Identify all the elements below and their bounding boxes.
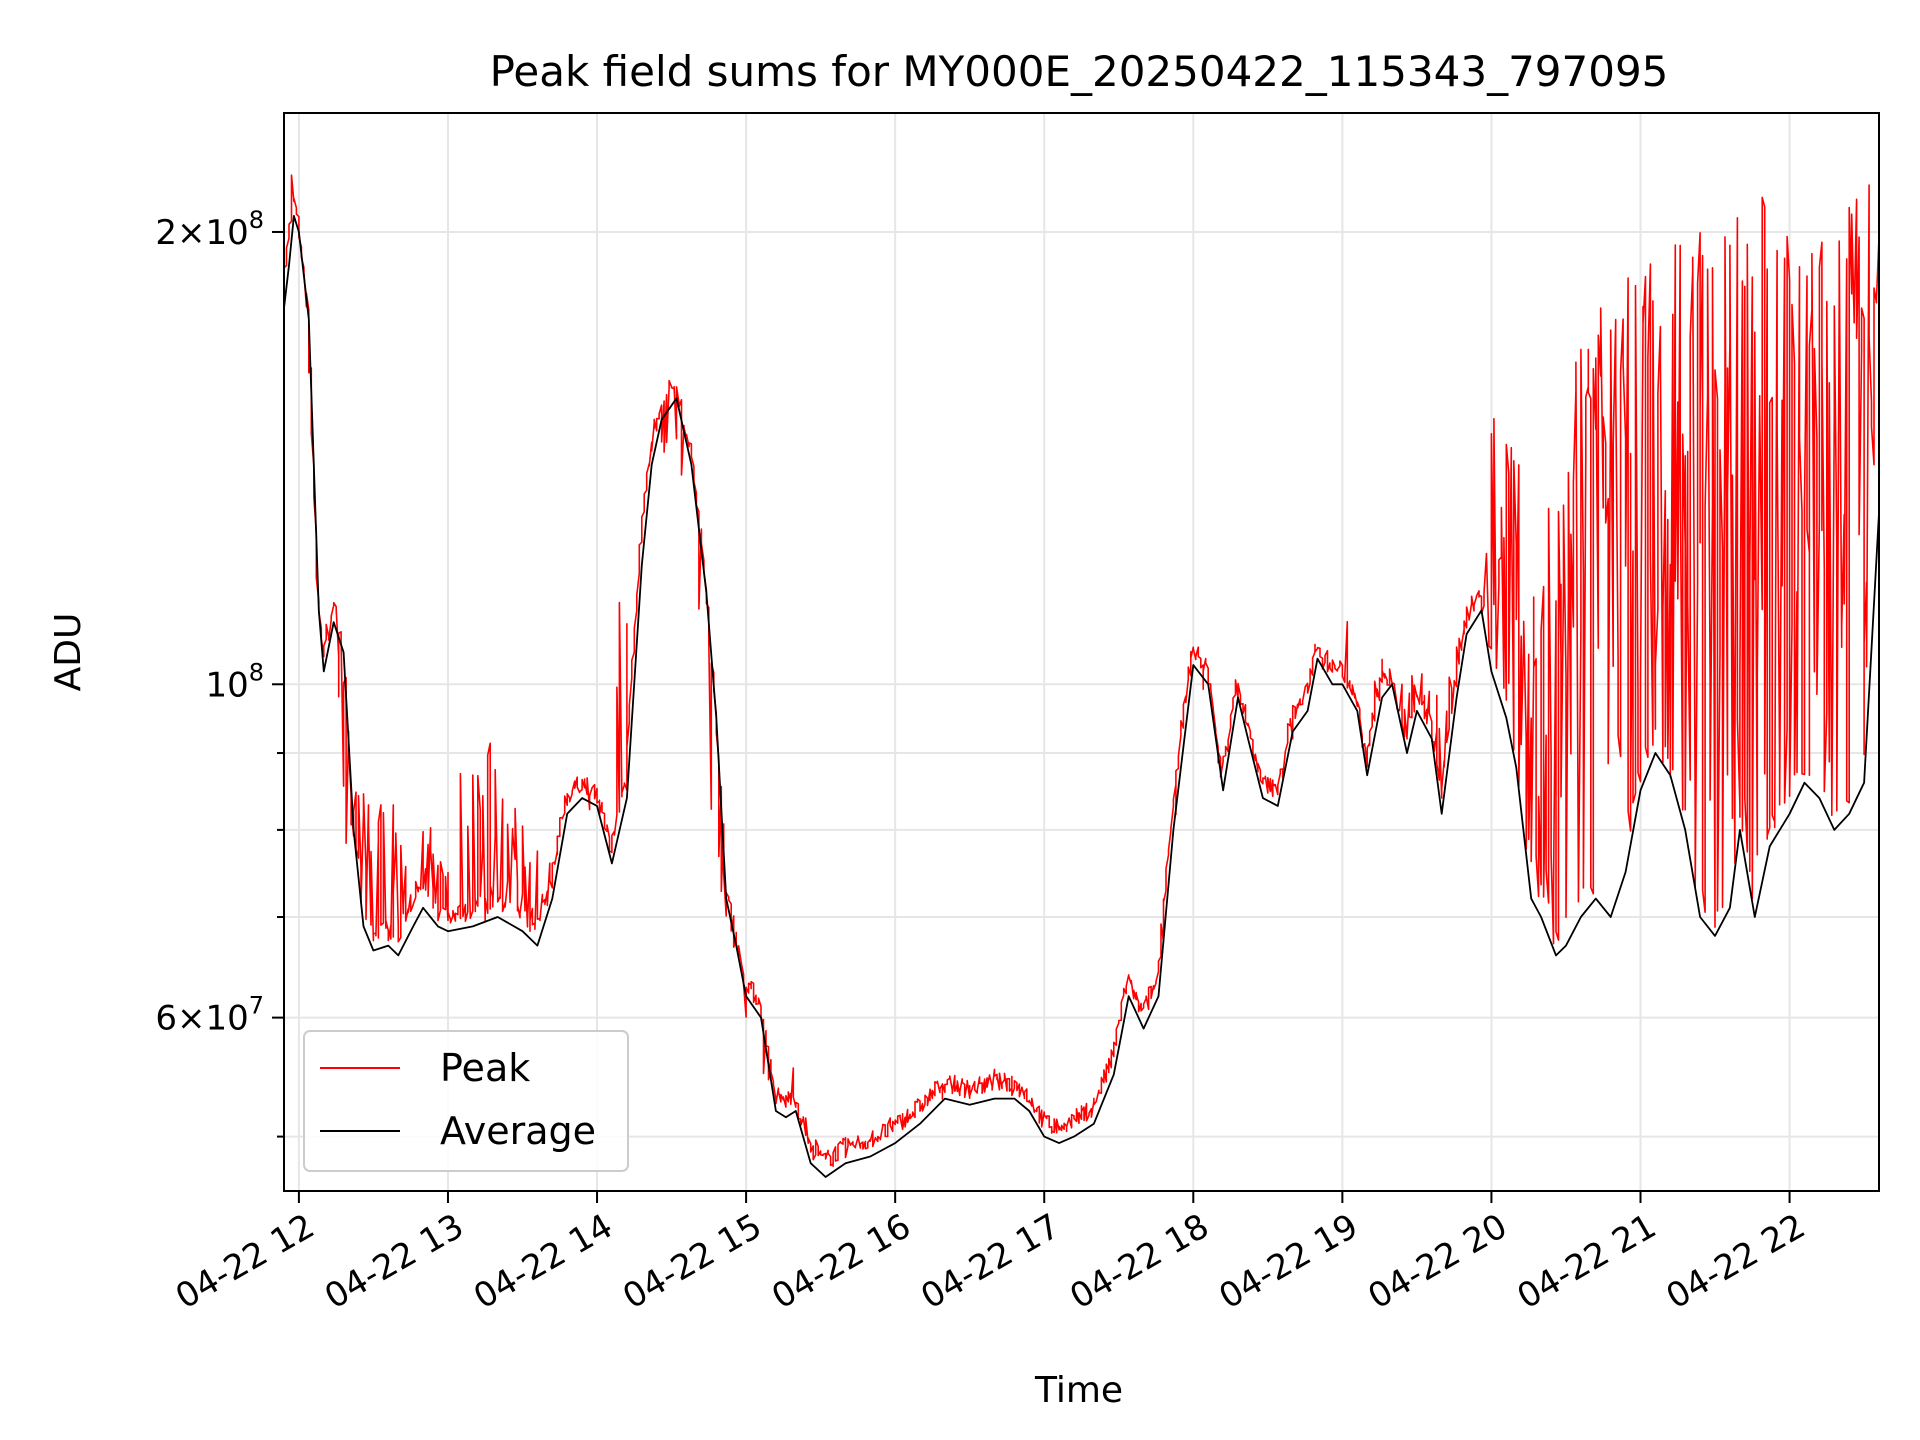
y-tick-label: 2×108 [155,206,264,253]
y-tick-exponent: 8 [249,658,264,686]
legend: Peak Average [303,1030,629,1172]
y-axis-label: ADU [48,613,89,692]
series-group [284,174,1879,1178]
legend-label-peak: Peak [440,1046,530,1090]
series-line-average [284,215,1879,1178]
series-layer [284,174,1879,1178]
y-tick-label: 6×107 [155,992,264,1039]
legend-box [303,1030,629,1172]
y-tick-exponent: 7 [249,992,264,1020]
legend-label-average: Average [440,1109,596,1153]
y-tick-exponent: 8 [249,206,264,234]
chart-title: Peak field sums for MY000E_20250422_1153… [490,47,1669,96]
x-axis-label: Time [1034,1370,1123,1411]
plot-frame [283,112,1880,1192]
series-line-peak [284,174,1879,1168]
